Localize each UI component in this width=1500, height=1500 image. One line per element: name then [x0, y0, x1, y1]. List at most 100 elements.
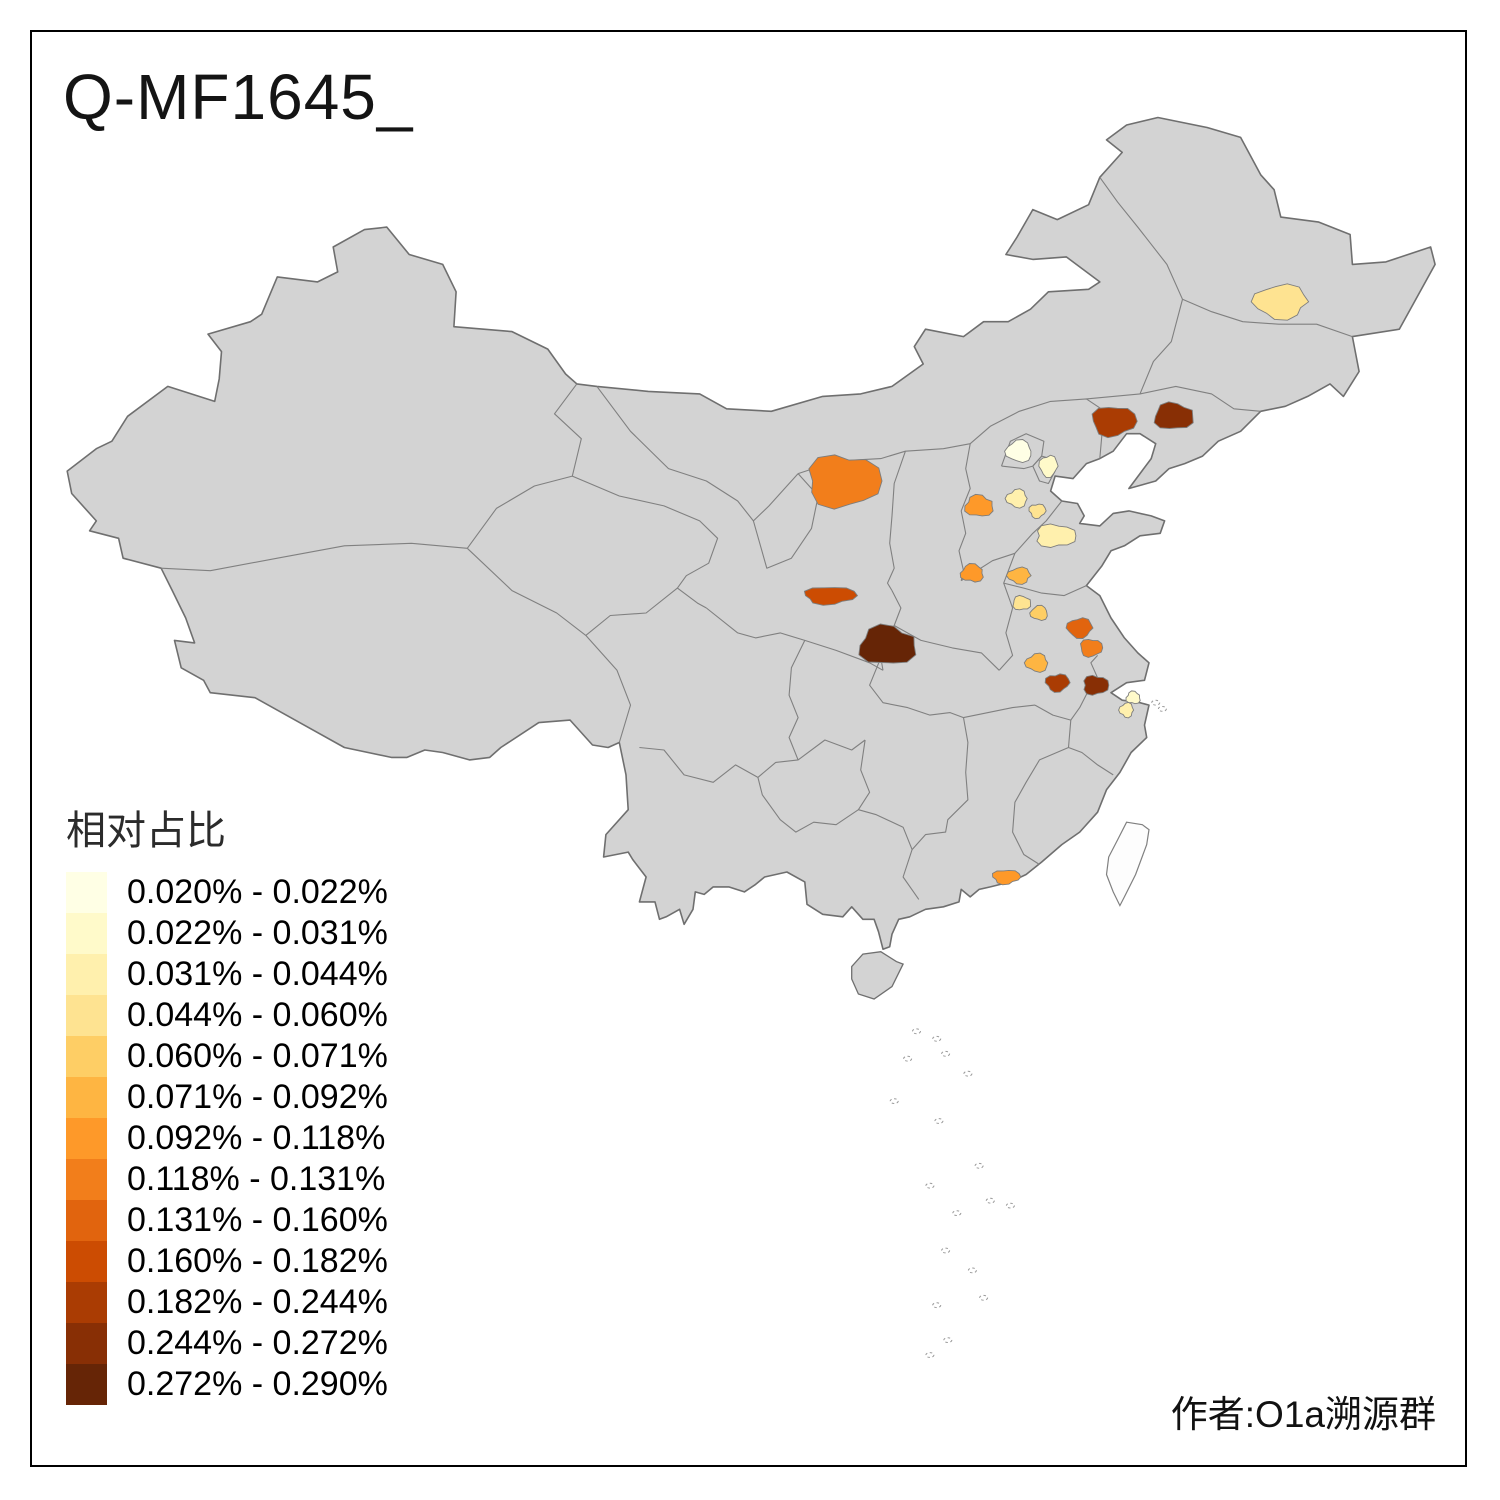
highlighted-region	[1012, 594, 1032, 611]
legend-swatch	[66, 1364, 107, 1405]
legend-items: 0.020% - 0.022% 0.022% - 0.031% 0.031% - 0…	[66, 872, 388, 1405]
highlighted-region	[1118, 701, 1135, 719]
legend-swatch	[66, 1036, 107, 1077]
province-border-line	[161, 542, 468, 572]
province-border-line	[1086, 385, 1261, 412]
highlighted-region	[1044, 673, 1071, 693]
province-border-line	[788, 640, 806, 761]
highlighted-region	[992, 869, 1022, 886]
province-borders	[161, 176, 1353, 900]
province-border-line	[1034, 655, 1099, 721]
highlighted-region	[1080, 638, 1104, 658]
legend-swatch	[66, 872, 107, 913]
highlighted-region	[858, 623, 917, 664]
legend-title: 相对占比	[66, 809, 226, 853]
islet-mark	[985, 1197, 995, 1204]
province-border-line	[902, 849, 920, 900]
legend-label: 0.272% - 0.290%	[127, 1365, 388, 1403]
islet-mark	[1157, 706, 1167, 712]
highlighted-region	[1004, 439, 1032, 463]
legend-label: 0.044% - 0.060%	[127, 996, 388, 1034]
highlighted-region	[1250, 283, 1310, 321]
highlighted-region	[1023, 652, 1049, 673]
islet-mark	[941, 1247, 951, 1254]
legend-item: 0.182% - 0.244%	[66, 1282, 388, 1323]
highlighted-region	[1029, 604, 1048, 621]
province-border-line	[1003, 553, 1087, 597]
province-border-line	[1139, 299, 1184, 395]
legend-label: 0.022% - 0.031%	[127, 914, 388, 952]
islet-mark	[912, 1028, 921, 1035]
south-china-sea-islands	[889, 699, 1167, 1358]
islet-mark	[934, 1118, 944, 1124]
legend-swatch	[66, 1077, 107, 1118]
legend-item: 0.092% - 0.118%	[66, 1118, 388, 1159]
islet-mark	[925, 1352, 935, 1358]
legend-item: 0.160% - 0.182%	[66, 1241, 388, 1282]
legend-item: 0.272% - 0.290%	[66, 1364, 388, 1405]
province-border-line	[706, 607, 884, 671]
highlighted-region	[1005, 566, 1032, 585]
islet-mark	[889, 1098, 899, 1104]
province-border-line	[886, 451, 906, 591]
province-border-line	[998, 582, 1014, 671]
highlighted-region	[1083, 674, 1110, 696]
highlighted-region	[808, 454, 883, 510]
legend-swatch	[66, 1323, 107, 1364]
legend: 相对占比 0.020% - 0.022% 0.022% - 0.031% 0.031…	[66, 798, 388, 1405]
legend-item: 0.060% - 0.071%	[66, 1036, 388, 1077]
islet-mark	[943, 1337, 953, 1343]
highlighted-region	[1004, 488, 1028, 509]
highlighted-region	[1125, 690, 1141, 705]
province-border-line	[857, 739, 871, 810]
province-border-line	[960, 500, 1063, 582]
china-mainland	[66, 116, 1436, 950]
hainan-island	[851, 951, 905, 1000]
province-border-line	[1099, 176, 1184, 300]
legend-swatch	[66, 995, 107, 1036]
legend-label: 0.160% - 0.182%	[127, 1242, 388, 1280]
legend-label: 0.244% - 0.272%	[127, 1324, 388, 1362]
islet-mark	[932, 1302, 942, 1309]
province-border-line	[958, 443, 971, 581]
legend-item: 0.244% - 0.272%	[66, 1323, 388, 1364]
legend-swatch	[66, 1200, 107, 1241]
province-border-line	[757, 777, 913, 850]
highlighted-region	[1153, 401, 1194, 429]
province-border-line	[869, 657, 1036, 719]
islet-mark	[1151, 699, 1161, 706]
islet-mark	[963, 1070, 973, 1077]
legend-label: 0.118% - 0.131%	[127, 1160, 386, 1198]
attribution-text: 作者:O1a溯源群	[1170, 1394, 1436, 1435]
legend-swatch	[66, 1282, 107, 1323]
islet-mark	[967, 1267, 977, 1274]
highlighted-region	[1028, 503, 1047, 520]
highlighted-region	[1038, 454, 1059, 479]
province-border-line	[596, 386, 799, 522]
legend-item: 0.031% - 0.044%	[66, 954, 388, 995]
legend-label: 0.092% - 0.118%	[127, 1119, 386, 1157]
legend-swatch	[66, 1118, 107, 1159]
legend-swatch	[66, 1159, 107, 1200]
figure-title: Q-MF1645_	[63, 61, 414, 133]
legend-label: 0.020% - 0.022%	[127, 873, 388, 911]
legend-item: 0.131% - 0.160%	[66, 1200, 388, 1241]
highlighted-region	[1065, 617, 1094, 639]
province-border-line	[1012, 746, 1069, 865]
province-border-line	[1000, 433, 1045, 470]
highlighted-region	[1036, 523, 1077, 548]
highlighted-regions	[803, 283, 1310, 886]
taiwan-island	[1105, 821, 1150, 907]
islet-mark	[925, 1182, 935, 1189]
islet-mark	[952, 1210, 962, 1216]
province-border-line	[585, 587, 678, 636]
islet-mark	[974, 1162, 984, 1169]
legend-swatch	[66, 913, 107, 954]
province-border-line	[1182, 298, 1353, 338]
islet-mark	[941, 1050, 951, 1057]
province-border-line	[911, 717, 969, 850]
legend-label: 0.060% - 0.071%	[127, 1037, 388, 1075]
legend-item: 0.118% - 0.131%	[66, 1159, 388, 1200]
